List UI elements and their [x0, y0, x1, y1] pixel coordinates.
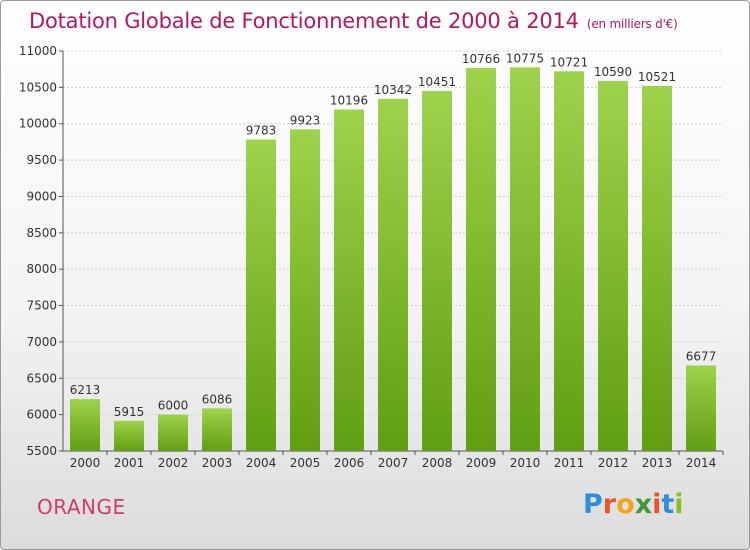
bar-2011	[554, 71, 584, 452]
logo-letter: t	[661, 489, 675, 520]
bar-2003	[202, 408, 232, 451]
x-tick-label-2010: 2010	[510, 456, 541, 470]
x-tick-label-2013: 2013	[642, 456, 673, 470]
data-label-2004: 9783	[246, 124, 277, 138]
chart-subtitle: (en milliers d'€)	[586, 17, 678, 31]
x-tick-label-2014: 2014	[686, 456, 717, 470]
data-label-2013: 10521	[638, 70, 676, 84]
data-label-2003: 6086	[202, 392, 233, 406]
x-tick-label-2004: 2004	[246, 456, 277, 470]
bar-2006	[334, 109, 364, 452]
x-tick-label-2005: 2005	[290, 456, 321, 470]
data-label-2014: 6677	[686, 349, 717, 363]
data-label-2012: 10590	[594, 65, 632, 79]
x-tick-label-2012: 2012	[598, 456, 629, 470]
bar-2012	[598, 80, 628, 452]
y-tick-label: 5500	[26, 444, 57, 458]
bar-2000	[70, 399, 100, 451]
y-tick-label: 6000	[26, 408, 57, 422]
bar-2010	[510, 67, 540, 451]
x-tick-label-2011: 2011	[554, 456, 585, 470]
bar-2002	[158, 414, 188, 451]
data-label-2010: 10775	[506, 51, 544, 65]
logo-letter: r	[602, 489, 617, 520]
y-tick-label: 11000	[19, 44, 57, 58]
logo-letter: o	[616, 489, 635, 520]
chart-title: Dotation Globale de Fonctionnement de 20…	[29, 9, 678, 33]
x-tick-label-2008: 2008	[422, 456, 453, 470]
data-label-2005: 9923	[290, 113, 321, 127]
bar-2004	[246, 139, 276, 451]
y-tick-label: 9000	[26, 189, 57, 203]
y-tick-label: 8500	[26, 226, 57, 240]
data-label-2009: 10766	[462, 52, 500, 66]
data-label-2006: 10196	[330, 93, 368, 107]
bar-2014	[686, 365, 716, 451]
data-label-2008: 10451	[418, 75, 456, 89]
logo-letter: P	[583, 489, 603, 520]
bars	[70, 67, 716, 452]
chart-title-text: Dotation Globale de Fonctionnement de 20…	[29, 9, 579, 33]
city-name: ORANGE	[37, 495, 126, 519]
x-tick-label-2003: 2003	[202, 456, 233, 470]
data-label-2011: 10721	[550, 55, 588, 69]
bar-2008	[422, 90, 452, 451]
data-labels: 6213 5915 6000 6086 9783 9923 10196 10342 10451 1…	[70, 51, 717, 418]
bar-2007	[378, 98, 408, 451]
x-axis-ticks: 2000 2001 2002 2003 2004 2005 2006 2007 2008 2009…	[70, 451, 724, 470]
data-label-2000: 6213	[70, 383, 101, 397]
y-tick-label: 7500	[26, 299, 57, 313]
y-tick-label: 10500	[19, 80, 57, 94]
y-axis: 5500 6000 6500 7000 7500 8000 8500 9000 9500 1000…	[19, 44, 723, 458]
logo-letter: x	[634, 489, 653, 520]
bar-2013	[642, 85, 672, 451]
bar-2009	[466, 68, 496, 451]
proxiti-logo[interactable]: Proxiti	[583, 489, 684, 520]
y-tick-label: 6500	[26, 371, 57, 385]
x-tick-label-2000: 2000	[70, 456, 101, 470]
x-tick-label-2009: 2009	[466, 456, 497, 470]
data-label-2007: 10342	[374, 83, 412, 97]
y-tick-label: 9500	[26, 153, 57, 167]
x-tick-label-2002: 2002	[158, 456, 189, 470]
x-tick-label-2001: 2001	[114, 456, 145, 470]
y-tick-label: 7000	[26, 335, 57, 349]
x-tick-label-2007: 2007	[378, 456, 409, 470]
data-label-2002: 6000	[158, 399, 189, 413]
data-label-2001: 5915	[114, 405, 145, 419]
logo-letter: i	[674, 489, 684, 520]
bar-2005	[290, 129, 320, 451]
bar-2001	[114, 420, 144, 451]
logo-letter: i	[652, 489, 662, 520]
y-tick-label: 10000	[19, 117, 57, 131]
x-tick-label-2006: 2006	[334, 456, 365, 470]
y-tick-label: 8000	[26, 262, 57, 276]
